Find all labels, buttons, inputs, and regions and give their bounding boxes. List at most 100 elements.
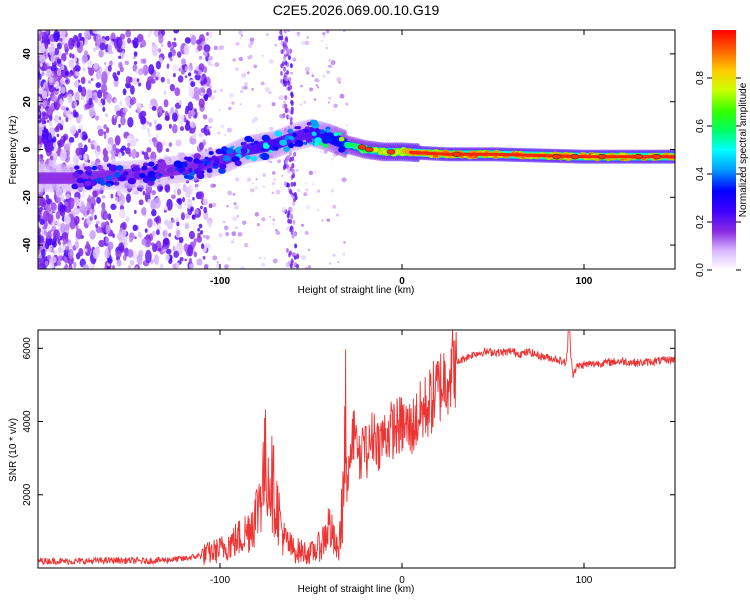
spectrogram-speck bbox=[65, 107, 69, 111]
spectrogram-faint-speck bbox=[232, 216, 237, 221]
spectrogram-speck bbox=[60, 148, 67, 162]
spectrogram-speck bbox=[184, 65, 188, 72]
spectrogram-speck bbox=[118, 123, 121, 128]
spectrogram-speck bbox=[57, 245, 64, 256]
spectrogram-speck bbox=[90, 144, 95, 150]
spectrogram-streak-speck bbox=[289, 225, 293, 231]
colorbar-gradient bbox=[712, 30, 736, 270]
spectrogram-faint-speck bbox=[261, 54, 264, 57]
spectrogram-faint-speck bbox=[202, 84, 207, 89]
spectrogram-streak-speck bbox=[296, 254, 300, 260]
spectrogram-speck bbox=[83, 50, 89, 57]
spectrogram-speck bbox=[131, 148, 137, 159]
spectrogram-speck bbox=[39, 218, 45, 225]
spectrogram-streak-speck bbox=[287, 55, 291, 61]
bottom-y-axis: 2000 4000 6000 bbox=[22, 337, 675, 506]
spectrogram-faint-speck bbox=[325, 30, 330, 34]
spectrogram-faint-speck bbox=[287, 115, 292, 119]
top-x-tick-label: -100 bbox=[210, 276, 230, 287]
spectrogram-speck bbox=[68, 37, 75, 50]
spectrogram-speck bbox=[194, 183, 199, 188]
spectrogram-speck bbox=[172, 64, 178, 72]
spectrogram-speck bbox=[78, 142, 83, 149]
spectrogram-faint-speck bbox=[290, 71, 293, 75]
spectrogram-faint-speck bbox=[210, 64, 213, 67]
spectrogram-faint-speck bbox=[336, 77, 342, 82]
spectrogram-faint-speck bbox=[330, 60, 336, 66]
spectrogram-speck bbox=[58, 255, 61, 261]
spectrogram-streak-speck bbox=[283, 181, 287, 187]
bottom-plot-frame bbox=[37, 329, 676, 569]
spectrogram-streak-speck bbox=[284, 60, 288, 66]
spectrogram-speck bbox=[142, 58, 147, 64]
spectrogram-speck bbox=[63, 43, 69, 50]
ridge-blob bbox=[273, 145, 279, 150]
spectrogram-speck bbox=[89, 229, 96, 240]
spectrogram-faint-speck bbox=[241, 220, 247, 225]
spectrogram-speck bbox=[156, 123, 163, 131]
spectrogram-streak-speck bbox=[280, 49, 284, 55]
spectrogram-faint-speck bbox=[322, 74, 326, 78]
spectrogram-speck bbox=[88, 97, 93, 106]
spectrogram-speck bbox=[208, 84, 212, 89]
spectrogram-faint-speck bbox=[341, 177, 347, 183]
spectrogram-speck bbox=[76, 41, 81, 48]
ridge-blob bbox=[132, 166, 141, 172]
spectrogram-speck bbox=[159, 186, 163, 191]
spectrogram-faint-speck bbox=[200, 92, 204, 96]
spectrogram-faint-speck bbox=[251, 181, 255, 185]
spectrogram-speck bbox=[38, 208, 41, 214]
spectrogram-speck bbox=[187, 72, 192, 77]
spectrogram-speck bbox=[115, 196, 119, 202]
ridge-blob bbox=[294, 126, 299, 130]
spectrogram-faint-speck bbox=[254, 212, 260, 217]
ridge-blob bbox=[221, 146, 228, 152]
spectrogram-streak-speck bbox=[291, 168, 295, 174]
spectrogram-speck bbox=[38, 95, 41, 106]
ridge-blob bbox=[333, 132, 339, 137]
bottom-y-axis-label: SNR (10 * v/v) bbox=[8, 418, 19, 482]
ridge-blob bbox=[188, 168, 193, 171]
spectrogram-faint-speck bbox=[253, 64, 258, 69]
spectrogram-faint-speck bbox=[283, 51, 287, 55]
spectrogram-speck bbox=[56, 260, 61, 266]
spectrogram-speck bbox=[133, 56, 136, 60]
spectrogram-speck bbox=[70, 125, 77, 135]
spectrogram-faint-speck bbox=[268, 91, 272, 94]
spectrogram-faint-speck bbox=[311, 72, 314, 75]
spectrogram-speck bbox=[80, 86, 87, 98]
spectrogram-speck bbox=[158, 247, 162, 252]
spectrogram-faint-speck bbox=[271, 191, 274, 194]
spectrogram-faint-speck bbox=[284, 263, 289, 267]
spectrogram-speck bbox=[38, 234, 41, 245]
spectrogram-speck bbox=[95, 82, 102, 89]
spectrogram-speck bbox=[58, 37, 63, 42]
spectrogram-speck bbox=[169, 123, 172, 129]
ridge-blob bbox=[344, 151, 348, 155]
ridge-blob bbox=[204, 161, 209, 165]
ridge-blob bbox=[116, 165, 124, 171]
spectrogram-faint-speck bbox=[330, 188, 335, 193]
spectrogram-speck bbox=[60, 208, 66, 217]
spectrogram-speck bbox=[157, 106, 164, 117]
spectrogram-speck bbox=[164, 115, 170, 121]
ridge-blob bbox=[108, 164, 118, 172]
spectrogram-speck bbox=[177, 75, 184, 83]
spectrogram-streak-speck bbox=[288, 76, 292, 82]
spectrogram-speck bbox=[122, 113, 125, 118]
spectrogram-speck bbox=[116, 70, 121, 76]
spectrogram-speck bbox=[164, 183, 171, 193]
spectrogram-speck bbox=[179, 126, 185, 132]
spectrogram-faint-speck bbox=[287, 169, 291, 174]
ridge-blob bbox=[91, 165, 98, 171]
spectrogram-speck bbox=[132, 224, 138, 232]
spectrogram-speck bbox=[135, 266, 139, 269]
spectrogram-faint-speck bbox=[262, 173, 266, 177]
spectrogram-faint-speck bbox=[271, 171, 276, 175]
spectrogram-speck bbox=[116, 259, 122, 267]
spectrogram-faint-speck bbox=[205, 38, 209, 41]
spectrogram-speck bbox=[167, 78, 170, 85]
ridge-blob bbox=[184, 156, 189, 161]
spectrogram-speck bbox=[48, 97, 51, 102]
spectrogram-speck bbox=[103, 61, 107, 66]
